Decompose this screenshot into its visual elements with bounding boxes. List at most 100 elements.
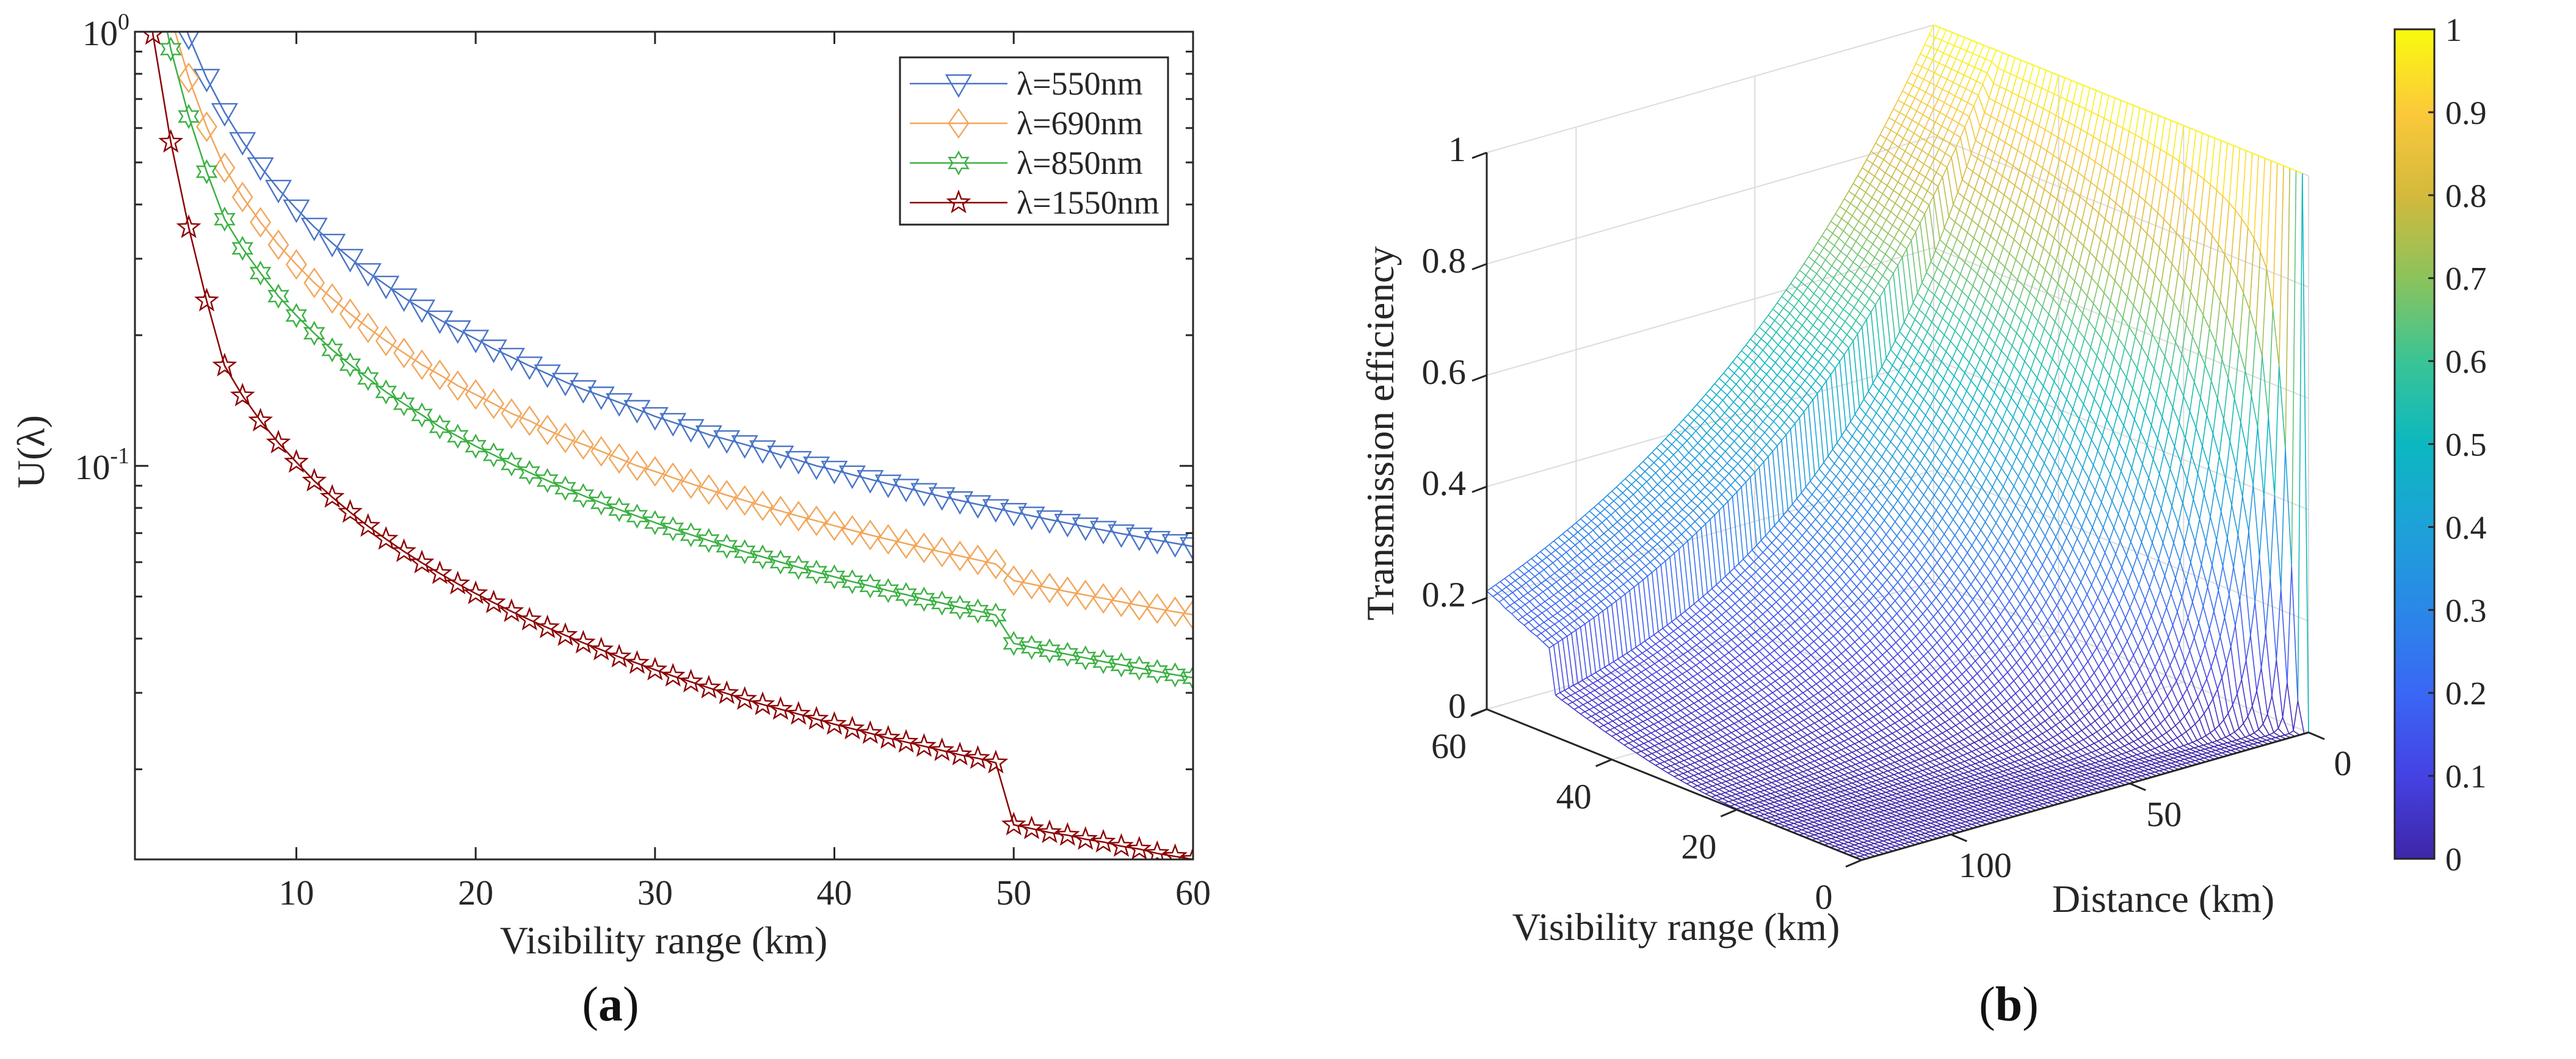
surface-mesh-segment xyxy=(1743,739,1749,743)
surface-mesh-segment xyxy=(1855,457,1861,464)
data-point-marker xyxy=(339,298,361,330)
surface-mesh-segment xyxy=(1760,778,1766,781)
surface-mesh-segment xyxy=(1876,540,1882,547)
surface-mesh-segment xyxy=(1591,672,1596,676)
surface-mesh-segment xyxy=(1895,563,1901,569)
surface-mesh-segment xyxy=(1821,591,1827,597)
surface-mesh-segment xyxy=(1887,225,1893,234)
surface-mesh-segment xyxy=(1656,564,1661,569)
surface-mesh-segment xyxy=(2051,403,2056,417)
surface-mesh-segment xyxy=(1801,727,1806,731)
surface-mesh-segment xyxy=(2061,458,2066,472)
surface-mesh-segment xyxy=(1576,551,1582,557)
surface-mesh-segment xyxy=(1789,800,1794,803)
surface-mesh-segment xyxy=(1650,472,1656,478)
surface-mesh-segment xyxy=(1843,522,1848,529)
surface-mesh-segment xyxy=(1627,649,1632,654)
surface-mesh-segment xyxy=(1860,789,1865,792)
surface-mesh-segment xyxy=(1845,788,1850,791)
surface-mesh-segment xyxy=(1871,779,1876,783)
surface-mesh-segment xyxy=(1597,718,1602,721)
surface-mesh-segment xyxy=(1668,721,1674,725)
surface-mesh-segment xyxy=(1669,631,1674,635)
surface-mesh-segment xyxy=(1664,459,1670,464)
surface-mesh-segment xyxy=(1827,266,1832,273)
surface-mesh-segment xyxy=(1824,284,1830,292)
surface-mesh-segment xyxy=(1982,751,1987,755)
surface-mesh-segment xyxy=(1553,642,1559,646)
surface-mesh-segment xyxy=(1891,251,1897,260)
surface-mesh-segment xyxy=(1925,305,1931,316)
surface-mesh-segment xyxy=(1769,525,1775,532)
surface-mesh-segment xyxy=(1753,427,1759,433)
surface-mesh-segment xyxy=(1598,588,1605,593)
surface-mesh-segment xyxy=(1727,430,1733,436)
surface-mesh-segment xyxy=(1998,676,2004,682)
surface-mesh-segment xyxy=(1945,143,1950,154)
surface-mesh-segment xyxy=(1737,642,1743,646)
surface-mesh-segment xyxy=(1843,712,1848,717)
data-point-marker xyxy=(338,499,363,523)
surface-mesh-segment xyxy=(2065,684,2070,690)
surface-mesh-segment xyxy=(1671,668,1677,672)
surface-mesh-segment xyxy=(2003,671,2008,678)
surface-mesh-segment xyxy=(2042,232,2048,248)
surface-mesh-segment xyxy=(1754,355,1759,363)
surface-mesh-segment xyxy=(1583,611,1588,615)
surface-mesh-segment xyxy=(1686,617,1692,622)
surface-mesh-segment xyxy=(1702,470,1708,476)
surface-mesh-segment xyxy=(1755,681,1761,685)
surface-mesh-segment xyxy=(1945,486,1950,496)
surface-mesh-segment xyxy=(2053,623,2059,632)
surface-mesh-segment xyxy=(1867,781,1872,784)
surface-mesh-segment xyxy=(1710,707,1716,712)
surface-mesh-segment xyxy=(1686,750,1692,753)
surface-mesh-segment xyxy=(2105,474,2111,489)
surface-mesh-segment xyxy=(1821,520,1827,527)
surface-mesh-segment xyxy=(1614,587,1619,592)
data-point-marker xyxy=(1164,596,1186,627)
surface-mesh-segment xyxy=(1876,366,1882,376)
surface-mesh-segment xyxy=(2011,505,2016,515)
surface-mesh-segment xyxy=(1785,522,1790,529)
surface-mesh-segment xyxy=(1707,734,1712,737)
surface-mesh-segment xyxy=(1588,586,1594,591)
surface-mesh-segment xyxy=(2088,303,2094,322)
surface-mesh-segment xyxy=(2003,108,2009,124)
surface-mesh-segment xyxy=(1764,558,1769,564)
surface-mesh-segment xyxy=(1984,336,1990,349)
surface-mesh-segment xyxy=(1797,712,1802,715)
surface-mesh-segment xyxy=(1976,530,1981,538)
surface-mesh-segment xyxy=(1797,751,1802,755)
surface-mesh-segment xyxy=(1916,671,1921,676)
surface-mesh-segment xyxy=(1918,299,1925,310)
surface-mesh-segment xyxy=(1843,772,1849,775)
surface-mesh-segment xyxy=(1968,714,1974,718)
surface-mesh-segment xyxy=(1595,569,1601,574)
surface-mesh-segment xyxy=(1833,565,1838,571)
surface-mesh-segment xyxy=(1967,220,1973,233)
surface-mesh-segment xyxy=(1708,700,1714,704)
surface-mesh-segment xyxy=(1705,726,1710,731)
data-point-marker xyxy=(319,484,345,508)
surface-mesh-segment xyxy=(2057,658,2063,665)
surface-mesh-segment xyxy=(2107,148,2113,171)
surface-mesh-segment xyxy=(2144,478,2149,496)
surface-mesh-segment xyxy=(1926,364,1932,375)
surface-mesh-segment xyxy=(1717,712,1722,717)
surface-mesh-segment xyxy=(2034,591,2041,600)
surface-mesh-segment xyxy=(2119,425,2125,443)
surface-mesh-segment xyxy=(1766,438,1772,445)
surface-mesh-segment xyxy=(1852,333,1859,341)
surface-mesh-segment xyxy=(1918,682,1923,687)
surface-mesh-segment xyxy=(1848,262,1854,270)
surface-mesh-segment xyxy=(1813,501,1819,507)
surface-mesh-segment xyxy=(1945,446,1951,455)
surface-mesh-segment xyxy=(1955,383,1961,394)
surface-mesh-segment xyxy=(1756,660,1761,665)
surface-mesh-segment xyxy=(1694,414,1699,421)
surface-mesh-segment xyxy=(1715,658,1721,663)
surface-mesh-segment xyxy=(1776,795,1782,797)
surface-mesh-segment xyxy=(1879,126,1885,136)
data-point-marker xyxy=(214,206,236,232)
